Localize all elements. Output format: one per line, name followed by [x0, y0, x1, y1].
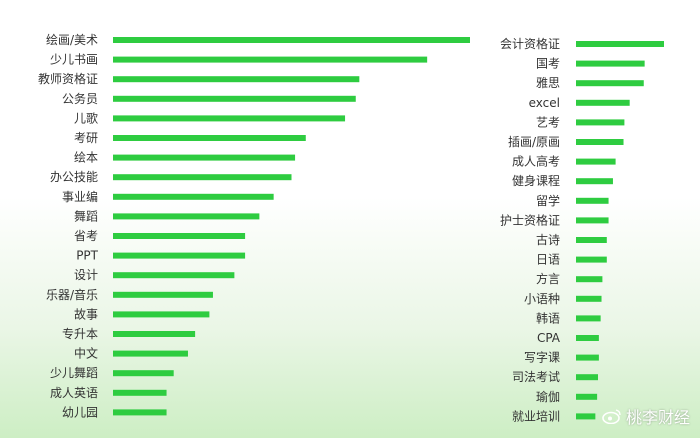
category-label: CPA — [537, 331, 561, 345]
bar — [576, 276, 603, 283]
bar — [576, 315, 601, 322]
category-label: 故事 — [74, 306, 98, 321]
bar — [113, 213, 260, 220]
bar — [576, 60, 645, 67]
bar — [576, 393, 598, 400]
bar — [576, 178, 613, 185]
bar — [576, 413, 596, 420]
category-label: 司法考试 — [512, 369, 560, 384]
category-label: 就业培训 — [512, 408, 560, 423]
bar — [113, 331, 196, 337]
category-label: 插画/原画 — [508, 135, 560, 149]
category-label: 设计 — [74, 268, 98, 282]
bar — [113, 37, 470, 43]
bar — [576, 217, 609, 224]
category-label: excel — [529, 96, 560, 110]
bar — [576, 335, 599, 341]
category-label: 会计资格证 — [500, 36, 560, 51]
bar — [113, 115, 346, 122]
watermark-text: 桃李财经 — [625, 408, 690, 427]
bar — [113, 76, 360, 83]
category-label: 国考 — [536, 57, 560, 71]
category-label: 专升本 — [62, 326, 98, 341]
category-label: 事业编 — [62, 189, 98, 204]
bar — [576, 256, 607, 263]
bar — [576, 295, 602, 302]
bar — [576, 41, 664, 47]
bar — [113, 174, 292, 181]
bar — [113, 389, 167, 396]
category-label: 方言 — [536, 271, 560, 286]
bar — [576, 158, 616, 165]
category-label: 教师资格证 — [38, 71, 98, 86]
category-label: 舞蹈 — [74, 209, 98, 223]
bar — [576, 237, 607, 243]
category-label: 中文 — [74, 346, 98, 361]
category-label: 瑜伽 — [536, 389, 560, 404]
category-label: 办公技能 — [50, 169, 98, 184]
category-label: 古诗 — [536, 232, 560, 247]
category-label: 绘本 — [74, 150, 98, 165]
bar — [113, 233, 246, 239]
category-label: 雅思 — [536, 75, 560, 90]
category-label: PPT — [76, 249, 98, 263]
category-label: 考研 — [74, 131, 98, 145]
category-label: 绘画/美术 — [46, 32, 98, 47]
bar — [576, 374, 598, 381]
category-label: 留学 — [536, 193, 560, 208]
bar — [113, 409, 167, 416]
category-label: 成人英语 — [50, 386, 98, 400]
bar — [113, 350, 188, 357]
category-label: 韩语 — [536, 310, 560, 325]
bar — [113, 95, 356, 102]
category-label: 日语 — [536, 253, 560, 267]
bar — [113, 252, 246, 259]
bar — [113, 135, 306, 141]
category-label: 乐器/音乐 — [46, 287, 98, 302]
bar — [576, 119, 625, 126]
bar — [113, 311, 210, 318]
bar — [576, 139, 624, 145]
category-label: 艺考 — [536, 115, 560, 129]
watermark: 桃李财经 — [602, 404, 690, 428]
bar — [576, 354, 599, 361]
bar — [113, 56, 428, 63]
weibo-icon — [602, 409, 621, 424]
category-label: 少儿书画 — [50, 53, 98, 67]
bar — [576, 99, 630, 106]
category-label: 写字课 — [524, 350, 560, 365]
bar — [113, 193, 274, 200]
category-label: 小语种 — [524, 292, 560, 306]
bar — [113, 370, 174, 377]
category-label: 公务员 — [62, 91, 98, 106]
category-label: 少儿舞蹈 — [50, 366, 98, 380]
category-label: 幼儿园 — [62, 405, 98, 419]
bar — [576, 80, 644, 87]
category-label: 省考 — [74, 229, 98, 243]
category-label: 健身课程 — [512, 173, 560, 188]
category-label: 成人高考 — [512, 154, 560, 169]
category-label: 儿歌 — [74, 110, 98, 125]
category-label: 护士资格证 — [500, 212, 560, 227]
bar — [576, 197, 609, 204]
bar — [113, 154, 296, 161]
bar — [113, 291, 213, 298]
bar — [113, 272, 235, 279]
